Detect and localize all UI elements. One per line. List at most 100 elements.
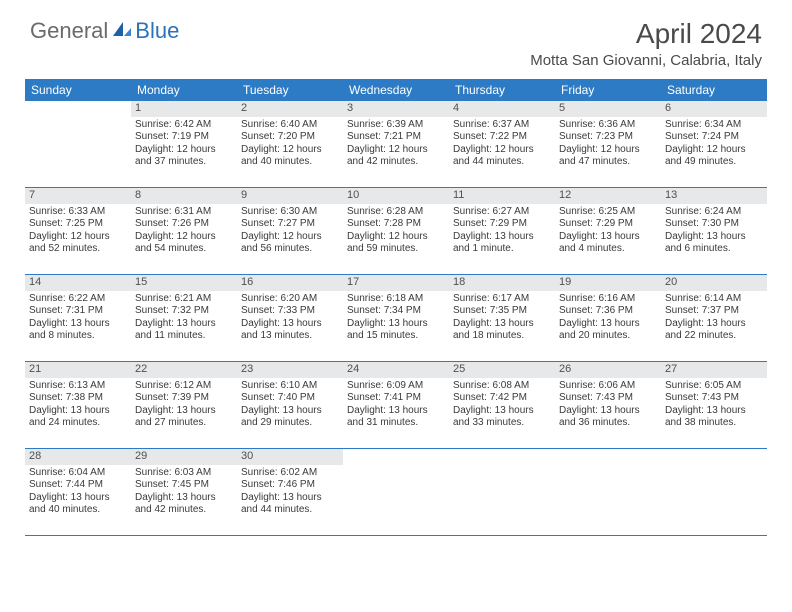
calendar-day-cell: 1 Sunrise: 6:42 AMSunset: 7:19 PMDaylight… [131, 101, 237, 187]
sunrise-text: Sunrise: 6:30 AM [241, 206, 339, 219]
calendar-day-cell: 5Sunrise: 6:36 AMSunset: 7:23 PMDaylight… [555, 101, 661, 187]
sunset-text: Sunset: 7:28 PM [347, 218, 445, 231]
logo: General Blue [30, 18, 179, 44]
day-number [449, 449, 555, 465]
calendar-day-cell: 29Sunrise: 6:03 AMSunset: 7:45 PMDayligh… [131, 449, 237, 535]
day-number: 14 [25, 275, 131, 291]
sunrise-text: Sunrise: 6:12 AM [135, 380, 233, 393]
calendar-day-cell [661, 449, 767, 535]
sunrise-text: Sunrise: 6:31 AM [135, 206, 233, 219]
calendar-day-cell: 2 Sunrise: 6:40 AMSunset: 7:20 PMDaylight… [237, 101, 343, 187]
calendar-day-cell: 25Sunrise: 6:08 AMSunset: 7:42 PMDayligh… [449, 362, 555, 448]
day-number: 15 [131, 275, 237, 291]
sunset-text: Sunset: 7:34 PM [347, 305, 445, 318]
calendar-day-cell: 3Sunrise: 6:39 AMSunset: 7:21 PMDaylight… [343, 101, 449, 187]
sunrise-text: Sunrise: 6:17 AM [453, 293, 551, 306]
sunrise-text: Sunrise: 6:05 AM [665, 380, 763, 393]
day-number: 21 [25, 362, 131, 378]
daylight-text: Daylight: 12 hours and 49 minutes. [665, 144, 763, 169]
calendar-day-cell: 13Sunrise: 6:24 AMSunset: 7:30 PMDayligh… [661, 188, 767, 274]
sunrise-text: Sunrise: 6:25 AM [559, 206, 657, 219]
calendar-day-cell: 7Sunrise: 6:33 AMSunset: 7:25 PMDaylight… [25, 188, 131, 274]
daylight-text: Daylight: 13 hours and 31 minutes. [347, 405, 445, 430]
sunset-text: Sunset: 7:36 PM [559, 305, 657, 318]
sunrise-text: Sunrise: 6:14 AM [665, 293, 763, 306]
daylight-text: Daylight: 13 hours and 20 minutes. [559, 318, 657, 343]
day-number: 3 [343, 101, 449, 117]
day-number: 29 [131, 449, 237, 465]
day-number: 12 [555, 188, 661, 204]
daylight-text: Daylight: 12 hours and 40 minutes. [241, 144, 339, 169]
calendar-week-row: 7Sunrise: 6:33 AMSunset: 7:25 PMDaylight… [25, 188, 767, 275]
sunset-text: Sunset: 7:41 PM [347, 392, 445, 405]
day-number: 13 [661, 188, 767, 204]
calendar-day-cell: 14Sunrise: 6:22 AMSunset: 7:31 PMDayligh… [25, 275, 131, 361]
day-number: 9 [237, 188, 343, 204]
calendar-body: 1Sunrise: 6:42 AMSunset: 7:19 PMDaylight… [25, 101, 767, 536]
daylight-text: Daylight: 13 hours and 33 minutes. [453, 405, 551, 430]
sunset-text: Sunset: 7:43 PM [559, 392, 657, 405]
sunrise-text: Sunrise: 6:16 AM [559, 293, 657, 306]
sunset-text: Sunset: 7:30 PM [665, 218, 763, 231]
daylight-text: Daylight: 12 hours and 54 minutes. [135, 231, 233, 256]
daylight-text: Daylight: 12 hours and 52 minutes. [29, 231, 127, 256]
calendar-day-cell: 4Sunrise: 6:37 AMSunset: 7:22 PMDaylight… [449, 101, 555, 187]
sunset-text: Sunset: 7:22 PM [453, 131, 551, 144]
sunset-text: Sunset: 7:20 PM [241, 131, 339, 144]
calendar-day-cell: 11Sunrise: 6:27 AMSunset: 7:29 PMDayligh… [449, 188, 555, 274]
daylight-text: Daylight: 13 hours and 15 minutes. [347, 318, 445, 343]
sunrise-text: Sunrise: 6:13 AM [29, 380, 127, 393]
sunrise-text: Sunrise: 6:06 AM [559, 380, 657, 393]
daylight-text: Daylight: 13 hours and 40 minutes. [29, 492, 127, 517]
calendar-week-row: 21Sunrise: 6:13 AMSunset: 7:38 PMDayligh… [25, 362, 767, 449]
calendar-day-cell: 27Sunrise: 6:05 AMSunset: 7:43 PMDayligh… [661, 362, 767, 448]
daylight-text: Daylight: 12 hours and 37 minutes. [135, 144, 233, 169]
daylight-text: Daylight: 13 hours and 13 minutes. [241, 318, 339, 343]
calendar-day-cell: 6Sunrise: 6:34 AMSunset: 7:24 PMDaylight… [661, 101, 767, 187]
sunrise-text: Sunrise: 6:42 AM [135, 119, 233, 132]
calendar-day-cell: 9Sunrise: 6:30 AMSunset: 7:27 PMDaylight… [237, 188, 343, 274]
day-number: 23 [237, 362, 343, 378]
daylight-text: Daylight: 12 hours and 44 minutes. [453, 144, 551, 169]
day-number: 19 [555, 275, 661, 291]
daylight-text: Daylight: 13 hours and 27 minutes. [135, 405, 233, 430]
calendar-day-cell: 16Sunrise: 6:20 AMSunset: 7:33 PMDayligh… [237, 275, 343, 361]
weekday-header: Wednesday [343, 79, 449, 101]
sunset-text: Sunset: 7:42 PM [453, 392, 551, 405]
sunset-text: Sunset: 7:46 PM [241, 479, 339, 492]
sunset-text: Sunset: 7:31 PM [29, 305, 127, 318]
sunrise-text: Sunrise: 6:34 AM [665, 119, 763, 132]
calendar-week-row: 28Sunrise: 6:04 AMSunset: 7:44 PMDayligh… [25, 449, 767, 536]
sunrise-text: Sunrise: 6:40 AM [241, 119, 339, 132]
calendar-day-cell: 12Sunrise: 6:25 AMSunset: 7:29 PMDayligh… [555, 188, 661, 274]
calendar-header-row: SundayMondayTuesdayWednesdayThursdayFrid… [25, 79, 767, 101]
sunset-text: Sunset: 7:39 PM [135, 392, 233, 405]
day-number: 7 [25, 188, 131, 204]
sunset-text: Sunset: 7:19 PM [135, 131, 233, 144]
daylight-text: Daylight: 13 hours and 4 minutes. [559, 231, 657, 256]
day-number: 28 [25, 449, 131, 465]
sunset-text: Sunset: 7:33 PM [241, 305, 339, 318]
day-number: 26 [555, 362, 661, 378]
calendar-day-cell: 30Sunrise: 6:02 AMSunset: 7:46 PMDayligh… [237, 449, 343, 535]
day-number: 18 [449, 275, 555, 291]
calendar: SundayMondayTuesdayWednesdayThursdayFrid… [25, 79, 767, 536]
day-number: 2 [237, 101, 343, 117]
daylight-text: Daylight: 13 hours and 29 minutes. [241, 405, 339, 430]
calendar-week-row: 1Sunrise: 6:42 AMSunset: 7:19 PMDaylight… [25, 101, 767, 188]
day-number [555, 449, 661, 465]
day-number: 27 [661, 362, 767, 378]
daylight-text: Daylight: 13 hours and 6 minutes. [665, 231, 763, 256]
title-block: April 2024 Motta San Giovanni, Calabria,… [530, 18, 762, 69]
weekday-header: Monday [131, 79, 237, 101]
calendar-day-cell: 28Sunrise: 6:04 AMSunset: 7:44 PMDayligh… [25, 449, 131, 535]
daylight-text: Daylight: 13 hours and 42 minutes. [135, 492, 233, 517]
day-number: 16 [237, 275, 343, 291]
location-subtitle: Motta San Giovanni, Calabria, Italy [530, 52, 762, 69]
sunrise-text: Sunrise: 6:22 AM [29, 293, 127, 306]
calendar-day-cell: 24Sunrise: 6:09 AMSunset: 7:41 PMDayligh… [343, 362, 449, 448]
day-number: 1 [131, 101, 237, 117]
sunrise-text: Sunrise: 6:02 AM [241, 467, 339, 480]
sunset-text: Sunset: 7:25 PM [29, 218, 127, 231]
sunrise-text: Sunrise: 6:03 AM [135, 467, 233, 480]
